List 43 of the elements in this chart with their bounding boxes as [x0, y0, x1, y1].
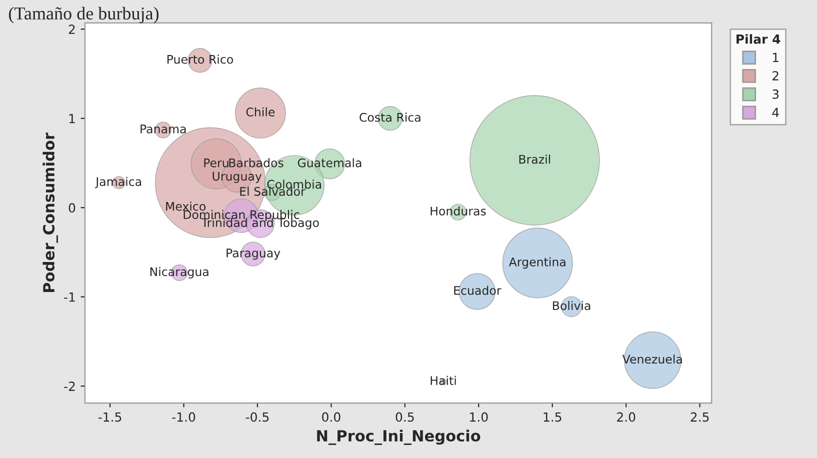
annotation: Guatemala — [298, 158, 362, 168]
x-tick-label: 1.5 — [544, 412, 562, 422]
x-tick-label: -1.0 — [172, 412, 196, 422]
y-axis-title: Poder_Consumidor — [42, 132, 58, 292]
annotation: Venezuela — [622, 354, 682, 364]
y-tick-label: 0 — [68, 203, 76, 213]
annotation: Uruguay — [212, 172, 262, 183]
x-tick-label: 2.5 — [690, 412, 709, 422]
y-tick-label: 2 — [68, 24, 75, 34]
chart-title: (Tamaño de burbuja) — [8, 6, 159, 24]
x-tick-label: -1.5 — [98, 412, 122, 422]
x-tick-label: 0.0 — [322, 412, 340, 422]
annotation: Barbados — [229, 158, 284, 168]
annotation: Bolivia — [553, 300, 590, 310]
annotation: Mexico — [166, 202, 206, 211]
annotation: Paraguay — [226, 248, 280, 260]
annotation: El Salvador — [240, 186, 306, 196]
x-tick-label: -0.5 — [246, 412, 269, 422]
y-tick-label: 1 — [69, 114, 75, 124]
annotation: Chile — [246, 107, 275, 116]
legend-label: 2 — [772, 71, 778, 80]
x-axis-title: N_Proc_Ini_Negocio — [317, 430, 480, 445]
annotation: Panama — [140, 124, 186, 134]
annotation: Peru — [204, 158, 228, 168]
legend-label: 4 — [772, 108, 779, 118]
annotation: Ecuador — [454, 286, 502, 295]
annotation: Argentina — [508, 257, 566, 269]
x-tick-label: 2.0 — [617, 412, 636, 422]
annotation: Haiti — [430, 376, 456, 386]
annotation: Colombia — [267, 180, 322, 189]
legend-label: 1 — [772, 52, 778, 62]
y-tick-label: -1 — [64, 292, 75, 302]
annotation: Honduras — [430, 206, 486, 216]
annotation: Costa Rica — [360, 112, 420, 122]
annotation: Nicaragua — [150, 267, 208, 278]
x-tick-label: 1.0 — [470, 412, 488, 422]
legend-title: Pilar 4 — [736, 34, 780, 44]
annotation: Jamaica — [95, 176, 142, 188]
y-tick-label: -2 — [64, 382, 75, 391]
annotation: Puerto Rico — [167, 54, 233, 64]
x-tick-label: 0.5 — [396, 412, 414, 422]
annotation: Brazil — [519, 154, 550, 164]
legend-label: 3 — [772, 89, 779, 99]
